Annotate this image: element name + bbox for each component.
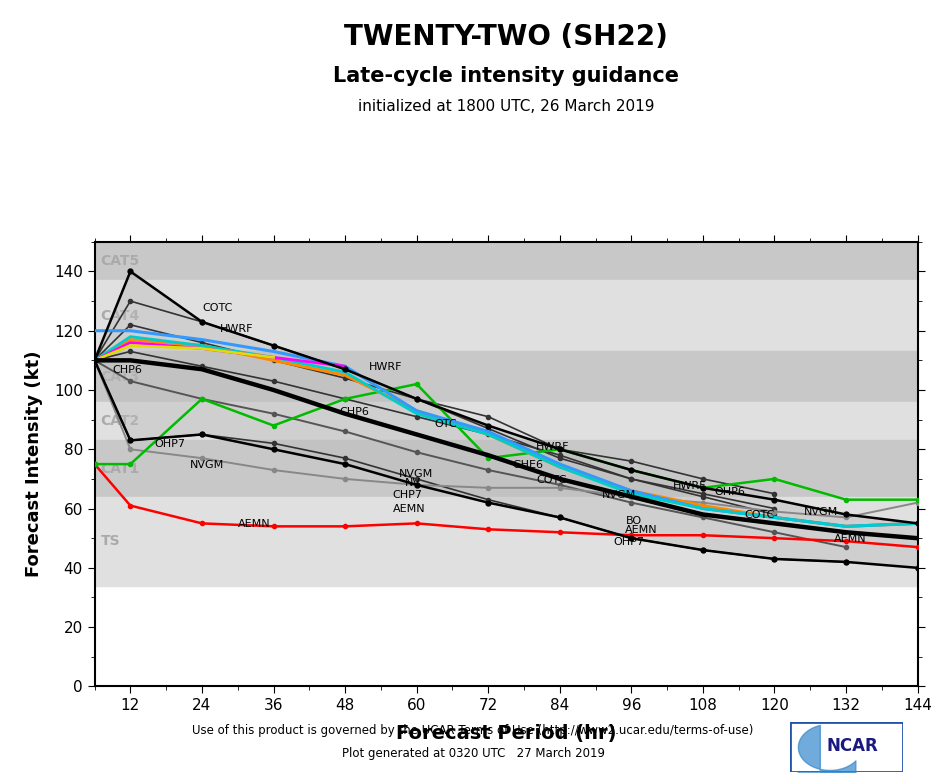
Y-axis label: Forecast Intensity (kt): Forecast Intensity (kt) xyxy=(25,351,43,577)
Text: CAT4: CAT4 xyxy=(100,309,140,323)
Text: NVGM: NVGM xyxy=(399,469,433,479)
Text: COTC: COTC xyxy=(201,303,233,313)
Text: Plot generated at 0320 UTC   27 March 2019: Plot generated at 0320 UTC 27 March 2019 xyxy=(342,747,604,760)
Text: NV: NV xyxy=(405,478,421,488)
Text: OHP7: OHP7 xyxy=(154,439,185,449)
Bar xyxy=(95,242,918,280)
Text: CHP6: CHP6 xyxy=(113,365,142,375)
Text: TWENTY-TWO (SH22): TWENTY-TWO (SH22) xyxy=(344,23,668,51)
Text: CHP6: CHP6 xyxy=(339,406,369,417)
Text: CAT1: CAT1 xyxy=(100,462,140,476)
FancyBboxPatch shape xyxy=(790,722,903,772)
Bar xyxy=(95,441,918,497)
Text: HWRF: HWRF xyxy=(674,480,707,491)
Text: NCAR: NCAR xyxy=(827,737,878,755)
Text: CHP7: CHP7 xyxy=(393,490,423,500)
Text: OHP6: OHP6 xyxy=(715,487,745,497)
Text: AEMN: AEMN xyxy=(625,525,658,535)
Text: COTC: COTC xyxy=(536,475,567,485)
Text: NVGM: NVGM xyxy=(804,508,838,517)
Text: OTC: OTC xyxy=(434,419,457,428)
Text: CAT5: CAT5 xyxy=(100,254,140,268)
Text: HWRF: HWRF xyxy=(536,442,569,452)
Text: Use of this product is governed by the UCAR Terms of Use (http://www2.ucar.edu/t: Use of this product is governed by the U… xyxy=(192,724,754,737)
Text: BO: BO xyxy=(625,516,641,526)
Text: NVGM: NVGM xyxy=(602,490,636,500)
Text: OHP7: OHP7 xyxy=(613,537,644,547)
Text: HWRF: HWRF xyxy=(219,324,254,334)
Text: TS: TS xyxy=(100,534,120,548)
Text: COTC: COTC xyxy=(745,510,775,520)
X-axis label: Forecast Period (hr): Forecast Period (hr) xyxy=(395,725,617,743)
Bar xyxy=(95,497,918,586)
Text: initialized at 1800 UTC, 26 March 2019: initialized at 1800 UTC, 26 March 2019 xyxy=(358,99,655,114)
Text: NVGM: NVGM xyxy=(190,460,224,470)
Text: AEMN: AEMN xyxy=(393,505,426,515)
Text: CAT3: CAT3 xyxy=(100,370,140,384)
Text: AEMN: AEMN xyxy=(834,534,867,544)
Text: CAT2: CAT2 xyxy=(100,414,140,428)
Text: GHE6: GHE6 xyxy=(512,460,543,470)
Bar xyxy=(95,402,918,441)
Bar xyxy=(95,352,918,402)
Text: Late-cycle intensity guidance: Late-cycle intensity guidance xyxy=(333,66,679,87)
Bar xyxy=(95,280,918,352)
Text: AEMN: AEMN xyxy=(237,519,271,530)
Text: HWRF: HWRF xyxy=(369,362,402,372)
